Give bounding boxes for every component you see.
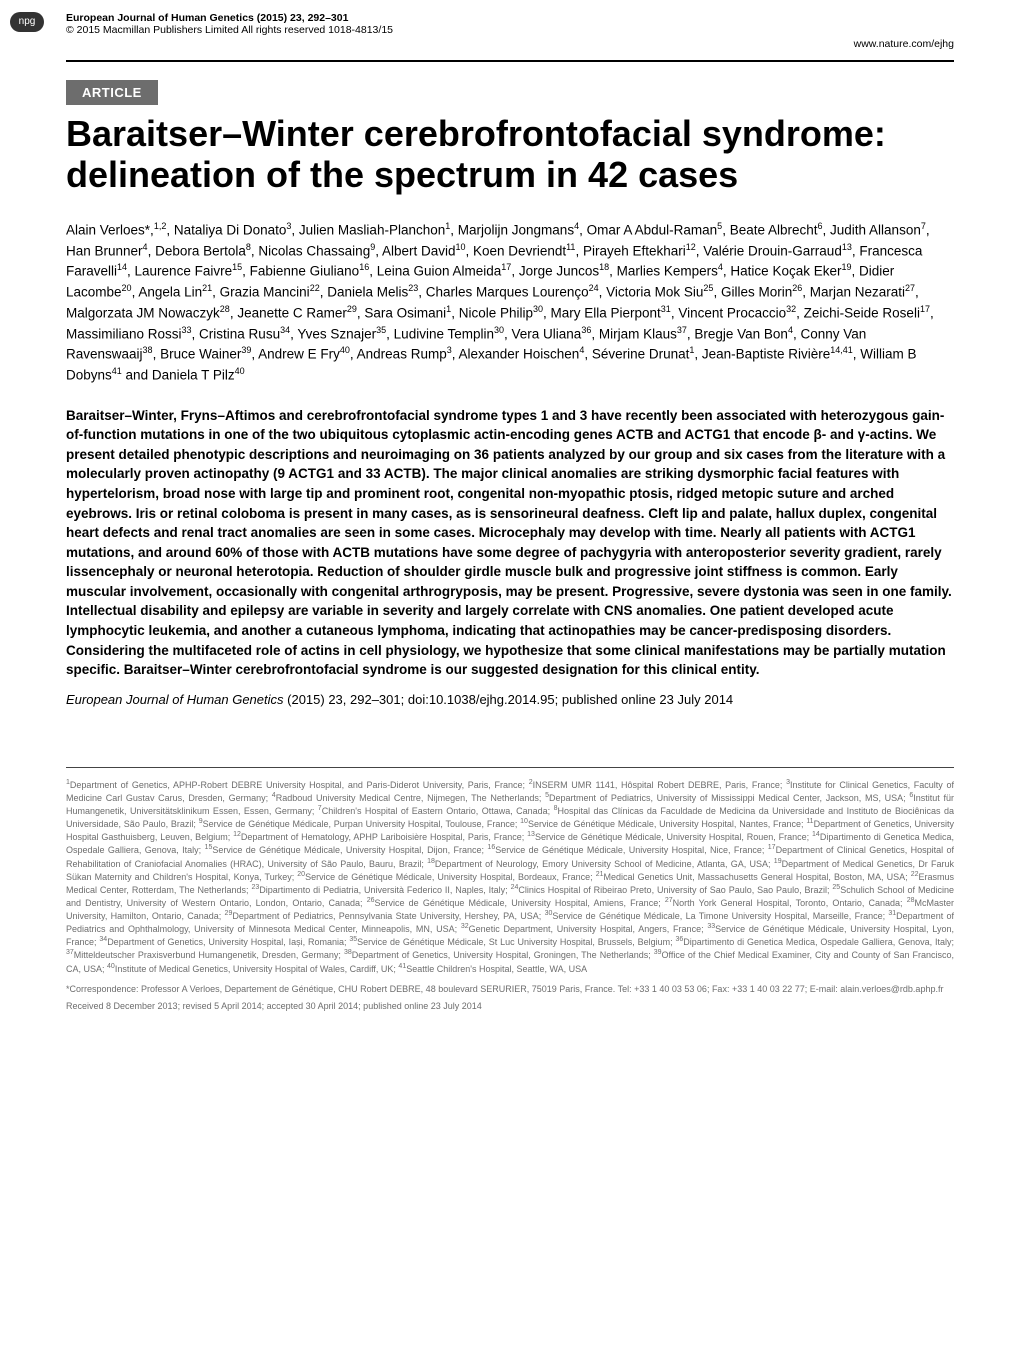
article-dates: Received 8 December 2013; revised 5 Apri… [66, 1001, 954, 1011]
author-list: Alain Verloes*,1,2, Nataliya Di Donato3,… [66, 220, 954, 386]
citation-doi: doi:10.1038/ejhg.2014.95; [408, 692, 558, 707]
article-title: Baraitser–Winter cerebrofrontofacial syn… [66, 113, 954, 196]
citation-journal: European Journal of Human Genetics [66, 692, 284, 707]
correspondence: *Correspondence: Professor A Verloes, De… [66, 983, 954, 995]
journal-line: European Journal of Human Genetics (2015… [66, 12, 954, 24]
citation-year-vol-pages: (2015) 23, 292–301; [287, 692, 404, 707]
copyright-line: © 2015 Macmillan Publishers Limited All … [66, 24, 954, 36]
citation-pub-online: published online 23 July 2014 [562, 692, 733, 707]
affiliations: 1Department of Genetics, APHP-Robert DEB… [66, 778, 954, 975]
article-type-label: ARTICLE [66, 80, 158, 105]
journal-url: www.nature.com/ejhg [66, 38, 954, 50]
page-header: European Journal of Human Genetics (2015… [0, 0, 1020, 56]
affiliation-rule [66, 767, 954, 768]
abstract: Baraitser–Winter, Fryns–Aftimos and cere… [66, 406, 954, 680]
citation-line: European Journal of Human Genetics (2015… [66, 692, 954, 707]
header-rule [66, 60, 954, 62]
